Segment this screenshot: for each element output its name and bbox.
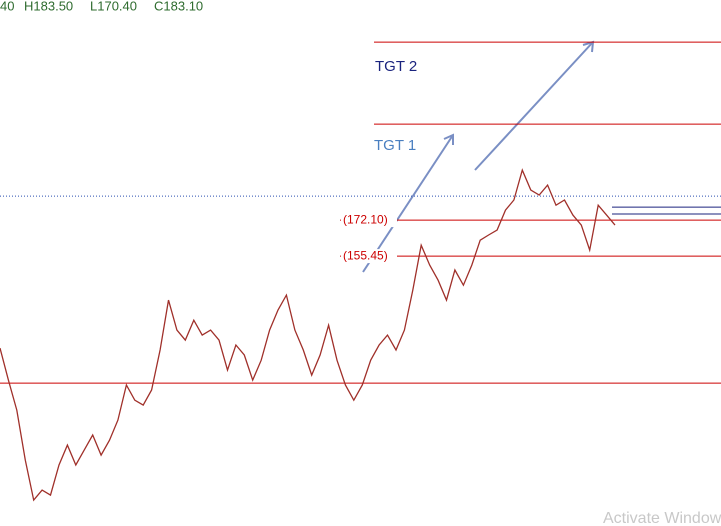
header-high: H183.50 [24, 0, 73, 13]
support-label-bg [341, 213, 397, 228]
header-open: 40 [0, 0, 14, 13]
header-low: L170.40 [90, 0, 137, 13]
support-label-bg [341, 249, 397, 264]
watermark: Activate Windows [603, 510, 721, 526]
target-1-label: TGT 1 [374, 137, 416, 154]
support-label: (155.45) [343, 248, 388, 262]
target-2-label: TGT 2 [375, 58, 417, 75]
support-label: (172.10) [343, 212, 388, 226]
header-close: C183.10 [154, 0, 203, 13]
price-line [0, 168, 616, 502]
arrows [362, 40, 595, 273]
